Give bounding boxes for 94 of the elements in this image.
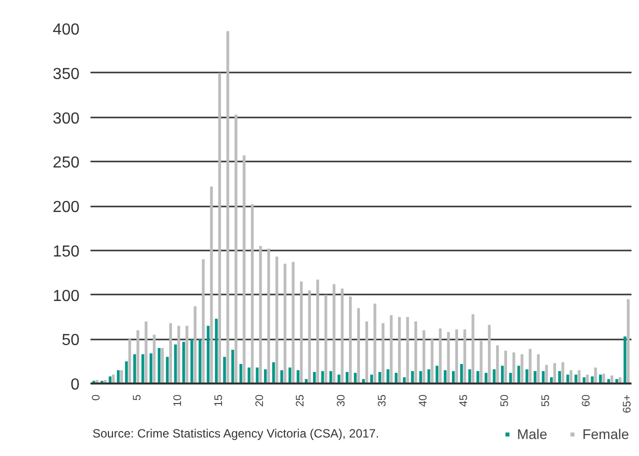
bar [108, 376, 112, 384]
bar [346, 372, 348, 384]
y-tick-label: 250 [52, 154, 80, 172]
y-tick-label: 200 [52, 199, 80, 216]
bar [422, 330, 426, 384]
x-tick-label: 35 [376, 394, 388, 407]
y-tick-label: 150 [52, 243, 80, 260]
bar [296, 370, 300, 384]
bar [226, 31, 230, 384]
bar [264, 369, 267, 384]
bar [610, 376, 614, 384]
legend-label: Female [582, 426, 629, 442]
x-tick-label: 60 [580, 394, 593, 407]
x-tick-label: 40 [417, 394, 430, 407]
bar [484, 372, 488, 384]
x-tick-label: 5 [131, 394, 144, 401]
bar [169, 323, 172, 384]
bar [174, 344, 177, 384]
bar [272, 362, 275, 384]
bar [545, 364, 548, 384]
bar [386, 369, 390, 384]
bar [624, 336, 626, 384]
bar [480, 340, 483, 384]
bar [234, 114, 238, 384]
bar [248, 368, 250, 384]
bar [133, 354, 136, 384]
bar [406, 316, 409, 384]
bar [161, 348, 164, 384]
bar [430, 339, 434, 384]
bar [321, 371, 324, 384]
source-note: Source: Crime Statistics Agency Victoria (CSA), 2017. [92, 426, 380, 440]
bar [436, 366, 438, 384]
x-tick-label: 10 [172, 394, 184, 407]
bar [594, 368, 597, 384]
bar [194, 306, 196, 384]
bar [357, 308, 360, 384]
bar [223, 356, 226, 384]
bar [570, 370, 572, 384]
x-tick-label: 55 [540, 394, 552, 407]
x-tick-label: 45 [458, 394, 470, 407]
bar [308, 290, 311, 384]
bar [218, 72, 222, 384]
bar [250, 204, 254, 384]
bar [534, 371, 536, 384]
bar [332, 284, 336, 384]
x-tick-label: 0 [90, 394, 102, 401]
bar [313, 372, 316, 384]
bar [144, 321, 148, 384]
y-tick-label: 350 [52, 66, 80, 83]
bar [574, 374, 578, 384]
bar [460, 364, 463, 384]
bar [120, 370, 123, 384]
bar [599, 374, 602, 384]
bar [284, 264, 286, 384]
x-tick-label: 50 [499, 394, 512, 407]
bar [526, 369, 528, 384]
bar [186, 326, 188, 384]
bar [374, 304, 376, 384]
bar [496, 345, 499, 384]
x-tick-label: 65+ [622, 394, 634, 414]
x-tick-label: 15 [212, 394, 225, 407]
bar [136, 330, 140, 384]
x-tick-label: 20 [254, 394, 266, 407]
x-tick-label: 25 [294, 394, 307, 407]
bar [472, 314, 474, 384]
bar [500, 366, 504, 384]
bar [382, 323, 384, 384]
bar [338, 374, 340, 384]
bar [125, 361, 128, 384]
bar [210, 186, 213, 384]
y-tick-label: 50 [62, 332, 80, 350]
bar [288, 368, 292, 384]
bar [112, 374, 115, 384]
bar [150, 353, 152, 384]
bar [411, 371, 414, 384]
bar [586, 374, 589, 384]
bar [398, 316, 401, 384]
bar [259, 246, 262, 384]
legend-label: Male [516, 426, 548, 442]
y-tick-label: 400 [52, 22, 80, 38]
bar [242, 155, 246, 384]
bar [370, 374, 374, 384]
bar [455, 329, 458, 384]
y-tick-label: 100 [52, 288, 80, 305]
bar [509, 372, 512, 384]
x-tick-label: 30 [336, 394, 348, 407]
bar [447, 332, 450, 384]
bar [239, 364, 242, 384]
bar [476, 371, 480, 384]
bar [348, 296, 352, 384]
bar [520, 354, 524, 384]
bar [198, 339, 202, 384]
y-tick-label: 300 [52, 110, 80, 128]
bar [558, 371, 561, 384]
